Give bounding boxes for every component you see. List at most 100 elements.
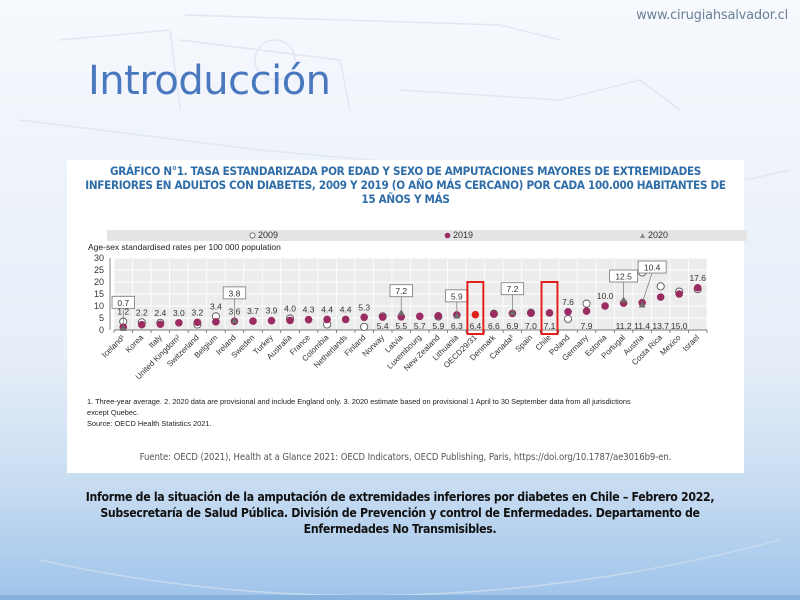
data-label: 6.6	[488, 321, 500, 331]
point-2019	[267, 316, 276, 325]
data-label: 5.7	[414, 321, 426, 331]
point-2019	[434, 312, 443, 320]
y-tick-label: 25	[94, 265, 104, 275]
chart-notes: 1. Three-year average. 2. 2020 data are …	[87, 396, 737, 429]
point-2019	[286, 316, 294, 325]
data-label: 4.3	[303, 305, 315, 315]
data-label: 5.4	[377, 321, 389, 331]
callout-box	[500, 282, 525, 296]
point-2020	[508, 309, 516, 316]
point-2019	[156, 320, 165, 329]
x-tick-label: Korea	[124, 333, 146, 355]
point-2009	[360, 322, 369, 331]
data-label: 3.4	[210, 301, 222, 311]
callout-box	[637, 260, 667, 274]
data-label: 6.3	[451, 321, 463, 331]
data-label: 6.4	[469, 321, 481, 331]
highlight-box	[466, 281, 485, 335]
callout-label: 5.9	[451, 291, 463, 301]
slide-title: Introducción	[88, 58, 331, 104]
point-2019	[212, 318, 220, 326]
callout-label: 3.8	[229, 288, 241, 298]
callout-leader	[641, 272, 653, 304]
point-2019	[582, 307, 591, 315]
y-tick-label: 5	[99, 313, 104, 323]
point-2019	[249, 317, 257, 325]
point-2019	[693, 283, 702, 292]
point-2019	[471, 310, 480, 319]
y-axis-label: Age-sex standardised rates per 100 000 p…	[88, 242, 281, 252]
callout-box	[111, 295, 135, 309]
data-label: 7.9	[581, 321, 593, 331]
point-2019	[527, 309, 535, 317]
citation-line: Enfermedades No Transmisibles.	[303, 522, 497, 536]
point-2019	[415, 312, 424, 321]
point-2019	[490, 310, 498, 318]
highlight-box	[540, 281, 559, 335]
x-tick-label: Iceland¹	[100, 333, 127, 360]
data-label: 2.4	[154, 308, 166, 318]
legend-item-2019: 2019	[444, 230, 473, 241]
point-2019	[304, 315, 313, 324]
data-label: 3.7	[247, 306, 259, 316]
data-label: 13.7	[652, 321, 669, 331]
data-label: 3.9	[266, 306, 278, 316]
data-label: 15.0	[671, 321, 688, 331]
data-label: 4.4	[340, 304, 352, 314]
point-2019	[193, 318, 202, 327]
x-tick-label: Israel	[681, 333, 701, 353]
point-2019	[564, 307, 572, 316]
callout-label: 7.2	[507, 284, 519, 294]
point-2020	[119, 324, 127, 331]
open-circle-icon	[249, 232, 256, 239]
callout-label: 7.2	[395, 286, 407, 296]
bottom-border	[0, 595, 800, 600]
data-label: 5.9	[432, 321, 444, 331]
source-citation: Fuente: OECD (2021), Health at a Glance …	[139, 452, 672, 463]
data-label: 7.0	[525, 321, 537, 331]
point-2019	[341, 315, 350, 324]
point-2009	[563, 314, 573, 324]
data-label: 7.6	[562, 297, 574, 307]
data-label: 2.2	[136, 307, 148, 317]
note-line: Source: OECD Health Statistics 2021.	[87, 419, 212, 428]
data-label: 6.9	[507, 321, 519, 331]
legend-item-2020: 2020	[639, 230, 668, 241]
point-2019	[601, 302, 609, 310]
x-tick-label: Spain	[514, 333, 535, 354]
point-2009	[656, 282, 665, 291]
data-label: 5.5	[395, 321, 407, 331]
point-2019	[137, 320, 146, 329]
figure-title-line: INFERIORES EN ADULTOS CON DIABETES, 2009…	[85, 178, 726, 192]
y-tick-label: 15	[94, 289, 104, 299]
note-line: except Quebec.	[87, 408, 139, 417]
callout-label: 12.5	[615, 272, 632, 282]
data-label: 3.0	[173, 308, 185, 318]
data-label: 4.0	[284, 303, 296, 313]
callout-box	[222, 286, 247, 300]
citation-line: Informe de la situación de la amputación…	[85, 490, 715, 504]
site-url: www.cirugiahsalvador.cl	[636, 8, 788, 23]
legend-label: 2019	[453, 230, 474, 240]
point-2009	[582, 299, 591, 308]
point-2019	[175, 319, 183, 327]
y-tick-label: 20	[94, 277, 104, 287]
y-tick-label: 0	[99, 325, 104, 335]
point-2020	[230, 317, 238, 324]
point-2019	[360, 313, 368, 322]
figure-panel: GRÁFICO N°1. TASA ESTANDARIZADA POR EDAD…	[67, 160, 747, 473]
figure-title: GRÁFICO N°1. TASA ESTANDARIZADA POR EDAD…	[67, 164, 744, 206]
data-label: 11.2	[616, 321, 632, 331]
y-tick-label: 10	[94, 301, 104, 311]
point-2019	[323, 315, 331, 324]
callout-box	[609, 269, 639, 283]
data-label: 10.0	[597, 291, 614, 301]
y-tick-label: 30	[94, 253, 104, 263]
figure-title-line: GRÁFICO N°1. TASA ESTANDARIZADA POR EDAD…	[109, 164, 702, 178]
legend-item-2009: 2009	[249, 230, 278, 241]
callout-label: 0.7	[117, 298, 129, 308]
point-2019	[545, 309, 554, 317]
figure-title-line: 15 AÑOS Y MÁS	[361, 192, 450, 206]
citation-line: Subsecretaría de Salud Pública. División…	[100, 506, 700, 520]
